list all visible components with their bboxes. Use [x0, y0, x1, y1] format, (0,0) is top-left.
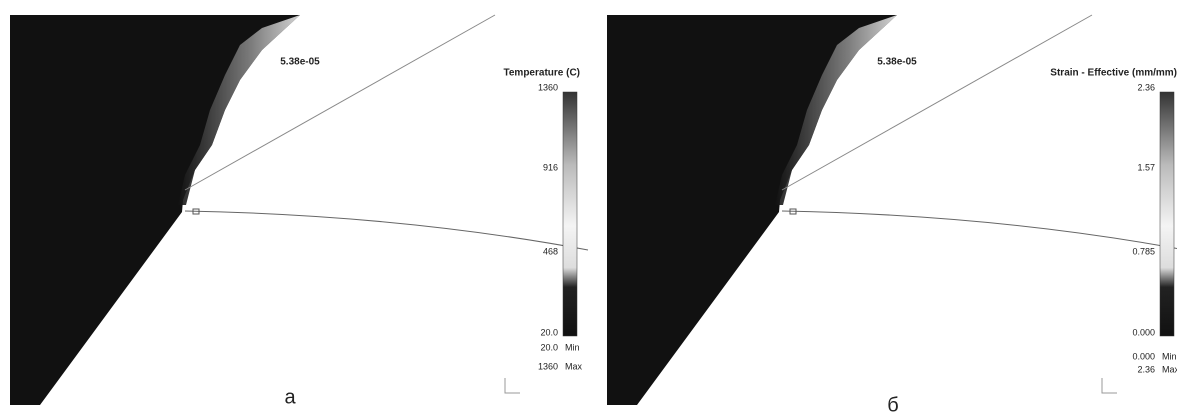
colorbar-tick-label: 916	[543, 162, 558, 172]
workpiece	[607, 15, 897, 405]
colorbar-tick-label: 1360	[538, 82, 558, 92]
caption: а	[284, 386, 296, 408]
colorbar	[1160, 92, 1174, 336]
axis-triad	[505, 378, 520, 393]
min-label: Min	[1162, 351, 1177, 361]
colorbar-tick-label: 0.000	[1132, 327, 1155, 337]
max-label: Max	[565, 361, 583, 371]
max-label: Max	[1162, 364, 1177, 374]
caption: б	[887, 394, 898, 416]
colorbar	[563, 92, 577, 336]
time-label: 5.38e-05	[877, 57, 917, 68]
colorbar-tick-label: 1.57	[1137, 162, 1155, 172]
colorbar-tick-label: 0.785	[1132, 246, 1155, 256]
colorbar-tick-label: 468	[543, 246, 558, 256]
min-value: 0.000	[1132, 351, 1155, 361]
max-value: 1360	[538, 361, 558, 371]
max-value: 2.36	[1137, 364, 1155, 374]
legend-title: Strain - Effective (mm/mm)	[1050, 68, 1177, 79]
workpiece	[10, 15, 300, 405]
legend-title: Temperature (C)	[504, 68, 581, 79]
axis-triad	[1102, 378, 1117, 393]
min-label: Min	[565, 342, 580, 352]
colorbar-tick-label: 20.0	[540, 327, 558, 337]
tool-edge	[782, 211, 1177, 250]
figure: 5.38e-05 Temperature (C) 1360 916 468 20.0 20.…	[0, 0, 1177, 416]
min-value: 20.0	[540, 342, 558, 352]
colorbar-tick-label: 2.36	[1137, 82, 1155, 92]
time-label: 5.38e-05	[280, 57, 320, 68]
tool-edge	[185, 211, 588, 250]
